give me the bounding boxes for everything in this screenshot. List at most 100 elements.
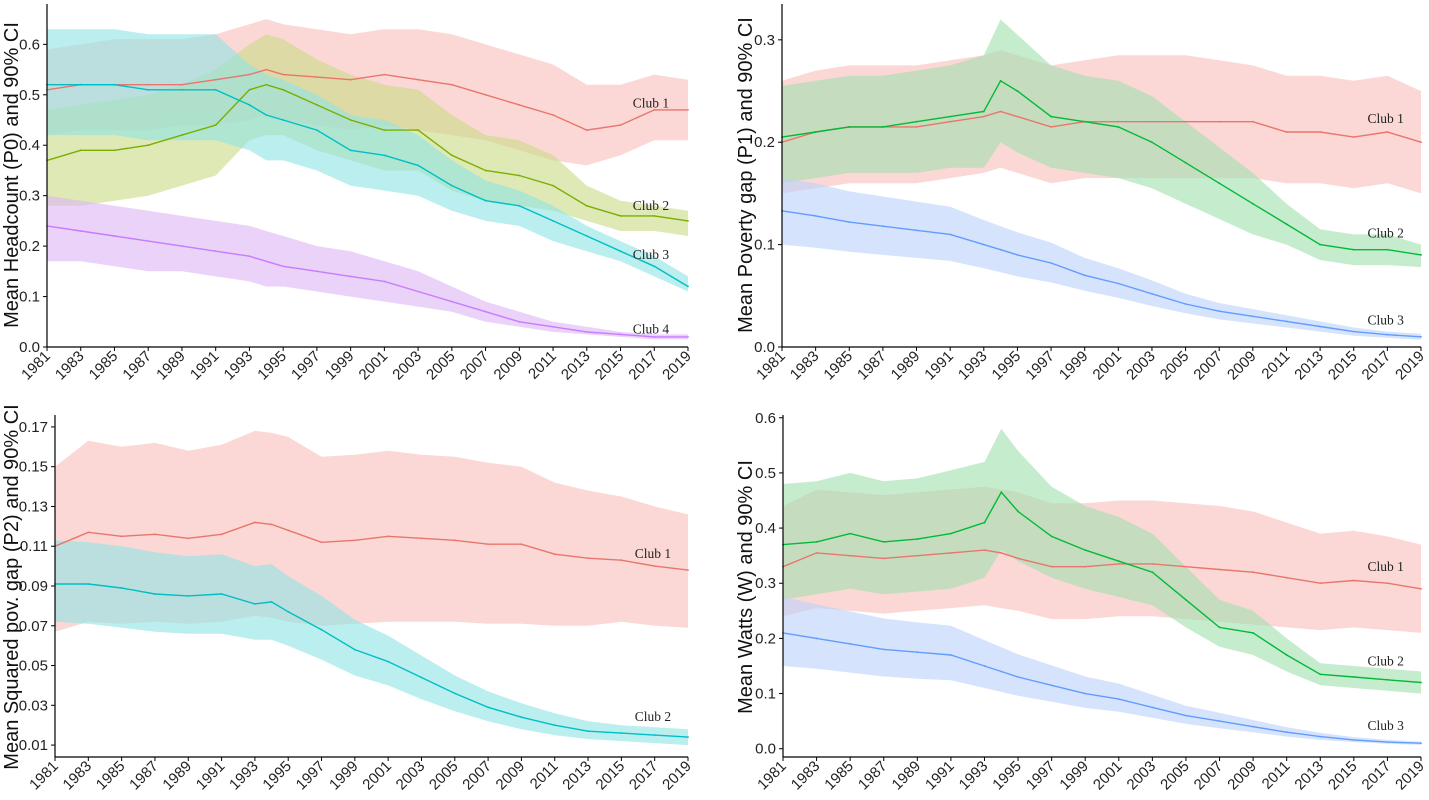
ci-band-series-2 [783, 428, 1421, 694]
x-tick-label: 2001 [1090, 348, 1126, 384]
ci-band-series-3 [782, 178, 1421, 340]
x-tick-label: 2003 [393, 758, 429, 794]
x-tick-label: 1995 [254, 348, 290, 384]
y-tick-label: 0.2 [755, 630, 776, 647]
data-point [585, 129, 588, 132]
data-point [1084, 692, 1087, 695]
data-point [1352, 248, 1355, 251]
data-point [1319, 582, 1322, 585]
data-point [220, 593, 223, 595]
data-point [950, 654, 952, 656]
y-tick-label: 0.4 [755, 520, 776, 537]
data-point [484, 199, 487, 202]
series-label: Club 2 [635, 709, 671, 724]
series-label: Club 1 [1368, 559, 1404, 574]
series-label: Club 3 [1368, 718, 1405, 733]
data-point [450, 83, 453, 86]
data-point [387, 535, 390, 538]
data-point [1117, 126, 1120, 128]
x-tick-label: 1987 [854, 348, 890, 384]
data-point [1050, 126, 1052, 128]
x-tick-label: 2011 [527, 758, 562, 793]
data-point [1017, 510, 1019, 513]
data-point [1319, 131, 1321, 133]
data-point [619, 215, 622, 217]
data-point [1083, 274, 1086, 277]
data-point [1252, 725, 1254, 728]
data-point [585, 204, 588, 207]
data-point [552, 325, 554, 328]
data-point [1352, 330, 1355, 333]
data-point [1285, 320, 1288, 323]
data-point [353, 539, 356, 542]
data-point [882, 541, 885, 543]
x-tick-label: 2015 [1325, 348, 1361, 384]
y-tick-label: 0.5 [19, 87, 40, 104]
data-point [113, 83, 116, 86]
data-point [1420, 587, 1422, 590]
data-point [1319, 325, 1321, 328]
data-point [1386, 582, 1389, 585]
data-point [220, 533, 223, 536]
x-tick-label: 1993 [955, 348, 991, 384]
series-label: Club 2 [1368, 226, 1404, 241]
data-point [1420, 335, 1422, 338]
x-tick-label: 2007 [1190, 348, 1226, 384]
data-point [265, 114, 268, 116]
x-tick-label: 2003 [1124, 758, 1160, 794]
data-point [420, 676, 423, 679]
x-tick-label: 2017 [625, 348, 661, 384]
x-tick-label: 2007 [457, 348, 493, 384]
x-tick-label: 1987 [119, 348, 155, 384]
data-point [687, 336, 689, 338]
data-point [520, 543, 523, 546]
data-point [653, 565, 656, 567]
data-point [450, 154, 453, 157]
data-point [1050, 115, 1052, 118]
data-point [1083, 120, 1086, 123]
x-tick-label: 1983 [60, 758, 96, 794]
x-tick-label: 2011 [1259, 758, 1294, 793]
data-point [383, 154, 386, 157]
x-tick-label: 1999 [322, 348, 358, 384]
data-point [265, 260, 268, 263]
y-tick-label: 0.5 [755, 465, 776, 482]
data-point [620, 559, 623, 562]
x-tick-label: 2015 [592, 348, 628, 384]
data-point [950, 552, 952, 554]
data-point [814, 215, 817, 217]
data-point [1252, 632, 1254, 634]
data-point [1285, 731, 1288, 734]
x-tick-label: 2001 [1090, 758, 1126, 794]
x-tick-label: 2013 [1291, 348, 1327, 384]
x-tick-label: 2015 [1325, 758, 1361, 794]
data-point [265, 83, 268, 86]
data-point [282, 73, 285, 76]
data-point [687, 736, 689, 738]
data-point [520, 716, 523, 719]
data-point [949, 233, 952, 236]
data-point [87, 583, 90, 585]
data-point [620, 732, 623, 734]
data-point [349, 149, 352, 152]
y-axis-title: Mean Watts (W) and 90% CI [735, 460, 757, 714]
data-point [147, 240, 150, 243]
x-tick-label: 1995 [989, 348, 1025, 384]
data-point [484, 93, 487, 96]
x-tick-label: 1993 [226, 758, 262, 794]
y-tick-label: 0.09 [19, 578, 48, 595]
data-point [1185, 598, 1187, 601]
data-point [484, 310, 487, 313]
y-tick-label: 0.01 [19, 737, 48, 754]
x-tick-label: 2009 [493, 758, 529, 794]
data-point [487, 543, 489, 546]
data-point [552, 114, 554, 116]
data-point [353, 648, 356, 651]
x-tick-label: 1991 [921, 348, 957, 384]
data-point [1386, 131, 1389, 133]
x-tick-label: 1989 [153, 348, 189, 384]
data-point [999, 79, 1002, 82]
data-point [1218, 568, 1221, 571]
data-point [518, 320, 521, 323]
